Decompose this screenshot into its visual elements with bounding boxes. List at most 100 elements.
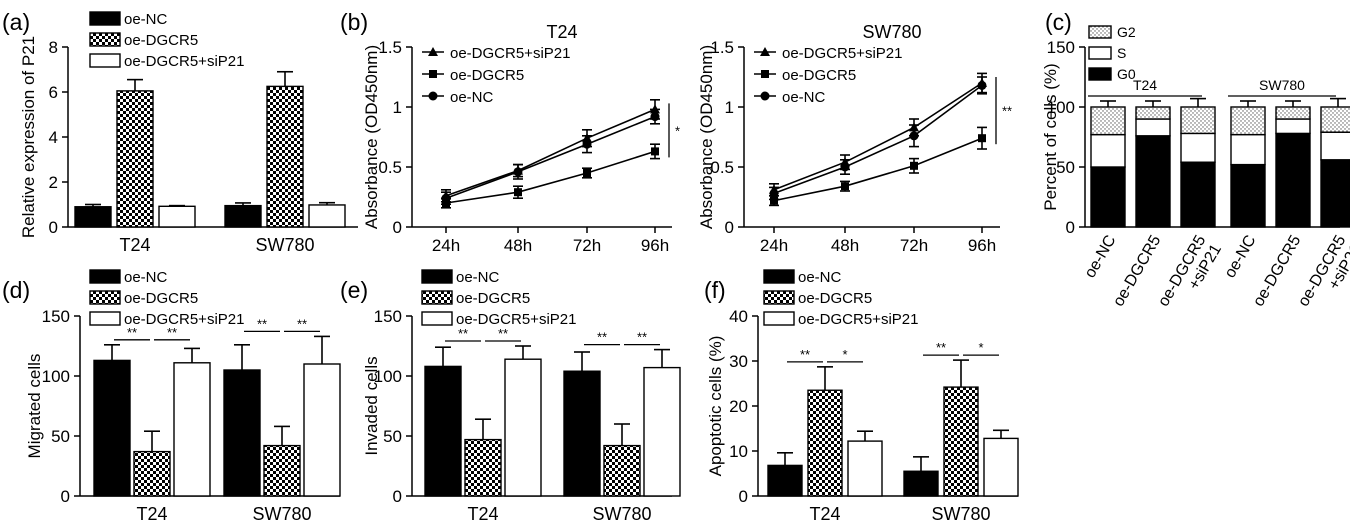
x-tick-label: 96h (968, 236, 996, 255)
y-tick-label: 100 (374, 367, 402, 386)
legend-swatch-dgcr5 (89, 290, 121, 305)
data-point-circle (513, 167, 523, 177)
data-point-square (910, 161, 918, 170)
bar-g2 (1180, 106, 1216, 135)
bar-sip21 (173, 362, 211, 497)
x-tick-label: 48h (504, 236, 532, 255)
series-line (773, 84, 983, 195)
data-point-circle (977, 80, 987, 90)
bar-sip21 (303, 363, 341, 497)
bar-g0 (1230, 163, 1266, 228)
bar-sip21 (504, 358, 542, 497)
legend-label: oe-DGCR5+siP21 (456, 311, 576, 328)
legend-marker-circle (428, 91, 438, 101)
bar-sip21 (308, 204, 346, 228)
group-label: T24 (1133, 77, 1157, 93)
y-tick-label: 1 (725, 98, 734, 117)
x-tick-label: 24h (432, 236, 460, 255)
y-tick-label: 4 (49, 128, 58, 147)
data-point-square (978, 134, 986, 143)
bar-sip21 (158, 205, 196, 228)
bar-nc (223, 369, 261, 497)
group-label: SW780 (1259, 77, 1305, 93)
legend-label: oe-NC (124, 11, 168, 28)
legend-label: oe-DGCR5 (450, 67, 524, 84)
y-tick-label: 0 (61, 487, 70, 506)
data-point-square (770, 196, 778, 205)
bar-nc (224, 204, 262, 228)
legend-label: G0 (1117, 66, 1136, 82)
bar-nc (903, 470, 939, 497)
y-tick-label: 40 (729, 307, 748, 326)
bar-nc (767, 464, 803, 497)
legend-marker-triangle (428, 47, 438, 56)
legend-label: oe-NC (450, 89, 494, 106)
legend-label: oe-DGCR5+siP21 (124, 311, 244, 328)
x-tick-label: T24 (809, 504, 840, 520)
bar-s (1180, 132, 1216, 163)
data-point-square (651, 147, 659, 156)
bar-dgcr5 (603, 444, 641, 497)
series-line (445, 108, 656, 197)
bar-g0 (1320, 159, 1350, 228)
legend-swatch-s (1088, 46, 1112, 60)
bar-dgcr5 (263, 444, 301, 497)
x-tick-label: 96h (641, 236, 669, 255)
legend-swatch-sip21 (89, 53, 121, 68)
bar-s (1135, 118, 1171, 137)
legend-label: oe-DGCR5+siP21 (124, 53, 244, 70)
data-point-square (514, 188, 522, 197)
y-tick-label: 1 (393, 98, 402, 117)
x-tick-label: oe-DGCR5+siP21 (1295, 232, 1350, 318)
chart-title: T24 (546, 22, 577, 42)
data-point-circle (909, 131, 919, 141)
legend-swatch-nc (763, 269, 795, 284)
legend-label: oe-DGCR5 (456, 290, 530, 307)
chart-e: 0 50 100 150 Invaded cells (e) T24 SW780 oe-NC oe… (340, 269, 681, 520)
bar-dgcr5 (133, 450, 171, 497)
y-axis-label: Absorbance (OD450nm) (697, 45, 716, 229)
data-point-circle (441, 193, 451, 203)
y-tick-label: 150 (374, 307, 402, 326)
significance-label: ** (1002, 104, 1012, 119)
x-tick-label: SW780 (931, 504, 990, 520)
legend-marker-square (761, 70, 769, 78)
y-axis-label: Apoptotic cells (%) (706, 336, 725, 477)
y-tick-label: 100 (1047, 98, 1075, 117)
bar-g0 (1090, 166, 1126, 228)
y-tick-label: 0.5 (710, 158, 734, 177)
bar-dgcr5 (464, 438, 502, 497)
chart-d: 0 50 100 150 Migrated cells (d) T24 SW780 oe-NC o… (2, 269, 341, 520)
significance-label: ** (800, 347, 810, 362)
y-tick-label: 0 (1066, 218, 1075, 237)
bar-dgcr5 (943, 386, 979, 497)
bar-g2 (1320, 106, 1350, 133)
data-point-circle (582, 139, 592, 149)
y-tick-label: 20 (729, 397, 748, 416)
legend-swatch-nc (421, 269, 453, 284)
bar-g2 (1090, 106, 1126, 136)
y-axis-label: Absorbance (OD450nm) (362, 45, 381, 229)
x-tick-label: 72h (900, 236, 928, 255)
legend-label: oe-NC (782, 89, 826, 106)
bar-dgcr5 (807, 389, 843, 497)
legend-label: oe-DGCR5 (798, 290, 872, 307)
bar-sip21 (643, 366, 681, 497)
legend-swatch-dgcr5 (421, 290, 453, 305)
x-tick-label: T24 (136, 504, 167, 520)
data-point-square (583, 169, 591, 177)
x-tick-label: 24h (760, 236, 788, 255)
series-line (773, 82, 983, 191)
y-tick-label: 30 (729, 352, 748, 371)
bar-nc (93, 359, 131, 497)
panel-label: (a) (2, 9, 30, 35)
y-tick-label: 150 (42, 307, 70, 326)
y-axis-label: Relative expression of P21 (19, 36, 38, 238)
x-tick-label: SW780 (592, 504, 651, 520)
legend-label: oe-DGCR5 (124, 290, 198, 307)
x-tick-label: oe-NC (1222, 233, 1260, 282)
legend-label: oe-DGCR5+siP21 (798, 311, 918, 328)
legend-swatch-g0 (1088, 67, 1112, 81)
significance-label: ** (637, 330, 647, 345)
